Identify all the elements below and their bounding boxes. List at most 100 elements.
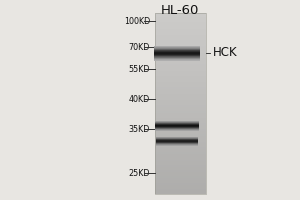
- Bar: [156, 138, 198, 139]
- Bar: [154, 50, 200, 51]
- Bar: [156, 141, 198, 142]
- Bar: [154, 176, 206, 178]
- Text: 55KD: 55KD: [128, 64, 150, 73]
- Bar: [155, 128, 199, 129]
- Bar: [154, 187, 206, 189]
- Bar: [154, 105, 206, 107]
- Bar: [154, 58, 200, 59]
- Bar: [154, 13, 206, 194]
- Bar: [154, 13, 206, 15]
- Bar: [154, 64, 206, 65]
- Bar: [154, 145, 206, 147]
- Bar: [154, 71, 206, 73]
- Bar: [154, 183, 206, 185]
- Bar: [154, 37, 206, 38]
- Bar: [154, 47, 200, 48]
- Bar: [154, 93, 206, 94]
- Bar: [154, 48, 200, 49]
- Text: 25KD: 25KD: [128, 168, 150, 178]
- Bar: [154, 27, 206, 29]
- Bar: [154, 165, 206, 167]
- Bar: [154, 122, 206, 123]
- Bar: [154, 29, 206, 31]
- Bar: [154, 24, 206, 26]
- Bar: [154, 53, 200, 54]
- Bar: [154, 123, 206, 125]
- Bar: [154, 158, 206, 160]
- Bar: [154, 22, 206, 24]
- Bar: [154, 31, 206, 33]
- Text: 70KD: 70KD: [129, 43, 150, 51]
- Bar: [154, 134, 206, 136]
- Bar: [154, 91, 206, 93]
- Bar: [154, 111, 206, 113]
- Bar: [156, 137, 198, 138]
- Bar: [156, 136, 198, 137]
- Bar: [154, 109, 206, 111]
- Bar: [154, 169, 206, 170]
- Bar: [154, 185, 206, 187]
- Bar: [154, 69, 206, 71]
- Bar: [154, 152, 206, 154]
- Bar: [154, 180, 206, 181]
- Bar: [154, 181, 206, 183]
- Bar: [156, 140, 198, 141]
- Bar: [154, 89, 206, 91]
- Bar: [154, 174, 206, 176]
- Text: HL-60: HL-60: [161, 4, 199, 17]
- Bar: [154, 80, 206, 82]
- Text: 35KD: 35KD: [129, 124, 150, 134]
- Bar: [154, 190, 206, 192]
- Bar: [155, 125, 199, 126]
- Bar: [154, 55, 206, 56]
- Bar: [154, 51, 200, 52]
- Text: HCK: HCK: [213, 46, 238, 60]
- Bar: [154, 75, 206, 76]
- Bar: [154, 57, 200, 58]
- Bar: [154, 58, 206, 60]
- Bar: [154, 114, 206, 116]
- Bar: [154, 52, 200, 53]
- Bar: [154, 55, 200, 56]
- Bar: [154, 62, 206, 64]
- Bar: [155, 129, 199, 130]
- Bar: [154, 160, 206, 161]
- Bar: [154, 172, 206, 174]
- Bar: [154, 67, 206, 69]
- Bar: [154, 129, 206, 131]
- Bar: [156, 144, 198, 145]
- Bar: [154, 44, 206, 46]
- Bar: [156, 145, 198, 146]
- Bar: [154, 38, 206, 40]
- Bar: [154, 138, 206, 140]
- Bar: [154, 82, 206, 84]
- Bar: [155, 123, 199, 124]
- Bar: [154, 53, 206, 55]
- Bar: [154, 104, 206, 105]
- Bar: [154, 76, 206, 78]
- Bar: [154, 156, 206, 158]
- Bar: [154, 35, 206, 37]
- Bar: [154, 107, 206, 109]
- Bar: [155, 122, 199, 123]
- Bar: [154, 18, 206, 20]
- Bar: [154, 151, 206, 152]
- Bar: [155, 126, 199, 127]
- Bar: [154, 56, 206, 58]
- Bar: [154, 47, 206, 49]
- Bar: [154, 143, 206, 145]
- Bar: [154, 59, 200, 60]
- Bar: [154, 56, 200, 57]
- Bar: [154, 98, 206, 100]
- Bar: [154, 51, 206, 53]
- Bar: [154, 125, 206, 127]
- Bar: [155, 130, 199, 131]
- Bar: [155, 127, 199, 128]
- Bar: [154, 192, 206, 194]
- Bar: [154, 131, 206, 132]
- Bar: [154, 178, 206, 180]
- Bar: [154, 147, 206, 149]
- Bar: [154, 113, 206, 114]
- Bar: [154, 116, 206, 118]
- Bar: [154, 154, 206, 156]
